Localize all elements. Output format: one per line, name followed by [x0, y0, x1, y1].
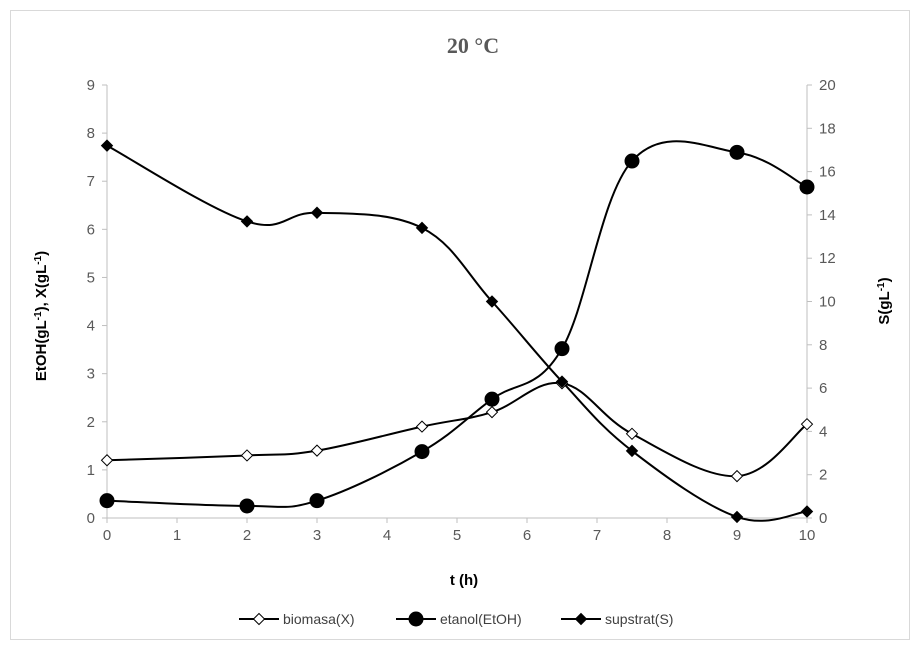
data-point-series-2 — [730, 510, 744, 524]
chart-svg: 20 °C 0 1 2 3 4 5 6 7 8 9 100123456789024681012141… — [33, 33, 894, 627]
x-tick-label: 1 — [173, 527, 181, 544]
series-line-2 — [106, 144, 808, 522]
x-tick-label: 6 — [523, 527, 531, 544]
data-point-series-2 — [485, 295, 499, 308]
x-tick-label: 7 — [593, 527, 601, 544]
data-point-series-0 — [800, 417, 814, 431]
y-left-tick-label: 5 — [87, 269, 95, 286]
y-left-tick-label: 4 — [87, 318, 95, 335]
y-left-tick-label: 9 — [87, 77, 95, 94]
x-axis-title: t (h) — [450, 572, 478, 589]
data-point-series-1 — [484, 391, 500, 407]
series-line-1 — [106, 140, 808, 508]
data-point-series-2 — [310, 206, 324, 219]
chart-area: 20 °C 0 1 2 3 4 5 6 7 8 9 10 0 1 2 3 4 5 6 7 8 9 0 2 4 6 8 10 12 14 1… — [10, 10, 910, 640]
data-point-series-1 — [624, 153, 640, 169]
data-point-series-2 — [240, 215, 254, 228]
y-right-tick-label: 8 — [819, 337, 827, 354]
series-lines — [106, 140, 808, 522]
y-right-tick-label: 2 — [819, 467, 827, 484]
x-tick-label: 10 — [799, 527, 816, 544]
y-left-tick-label: 2 — [87, 414, 95, 431]
data-point-series-1 — [729, 144, 745, 160]
data-point-series-1 — [799, 179, 815, 195]
y-right-tick-label: 14 — [819, 207, 836, 224]
data-point-series-0 — [240, 449, 254, 462]
y-left-tick-label: 6 — [87, 221, 95, 238]
y-right-tick-label: 10 — [819, 294, 836, 311]
legend-label: biomasa(X) — [283, 611, 355, 627]
legend: biomasa(X) etanol(EtOH) supstrat(S) — [239, 611, 673, 627]
y-left-axis-title: EtOH(gL-1), X(gL-1) — [33, 251, 51, 381]
legend-marker — [252, 612, 266, 626]
x-tick-label: 9 — [733, 527, 741, 544]
y-right-tick-label: 6 — [819, 380, 827, 397]
y-left-tick-label: 0 — [87, 510, 95, 527]
legend-marker — [574, 612, 588, 626]
data-point-series-1 — [414, 444, 430, 460]
series-markers — [99, 139, 815, 524]
data-point-series-0 — [100, 454, 114, 467]
x-tick-label: 2 — [243, 527, 251, 544]
y-right-tick-label: 16 — [819, 164, 836, 181]
y-right-tick-label: 12 — [819, 250, 836, 267]
y-right-tick-label: 4 — [819, 423, 827, 440]
data-point-series-2 — [555, 375, 569, 388]
x-tick-label: 8 — [663, 527, 671, 544]
x-tick-label: 4 — [383, 527, 391, 544]
series-line-0 — [106, 381, 808, 478]
x-tick-label: 3 — [313, 527, 321, 544]
data-point-series-0 — [730, 469, 744, 483]
legend-label: etanol(EtOH) — [440, 611, 522, 627]
y-left-tick-label: 3 — [87, 366, 95, 383]
x-tick-label: 0 — [103, 527, 111, 544]
data-point-series-2 — [415, 221, 429, 235]
y-left-tick-label: 8 — [87, 125, 95, 142]
data-point-series-1 — [239, 498, 255, 514]
y-right-tick-label: 20 — [819, 77, 836, 94]
legend-marker — [408, 611, 424, 627]
data-point-series-2 — [625, 444, 639, 458]
x-tick-label: 5 — [453, 527, 461, 544]
y-left-tick-label: 7 — [87, 173, 95, 190]
data-point-series-0 — [485, 405, 499, 419]
y-right-tick-label: 18 — [819, 120, 836, 137]
data-point-series-1 — [309, 493, 325, 509]
legend-label: supstrat(S) — [605, 611, 673, 627]
data-point-series-1 — [99, 493, 115, 509]
data-point-series-1 — [554, 341, 570, 357]
y-right-tick-label: 0 — [819, 510, 827, 527]
chart-title: 20 °C — [447, 33, 499, 58]
y-left-tick-label: 1 — [87, 462, 95, 479]
y-right-axis-title: S(gL-1) — [876, 277, 894, 324]
data-point-series-2 — [800, 505, 814, 518]
data-point-series-2 — [100, 139, 114, 152]
data-point-series-0 — [310, 444, 324, 457]
data-point-series-0 — [415, 420, 429, 433]
data-point-series-0 — [625, 427, 639, 441]
